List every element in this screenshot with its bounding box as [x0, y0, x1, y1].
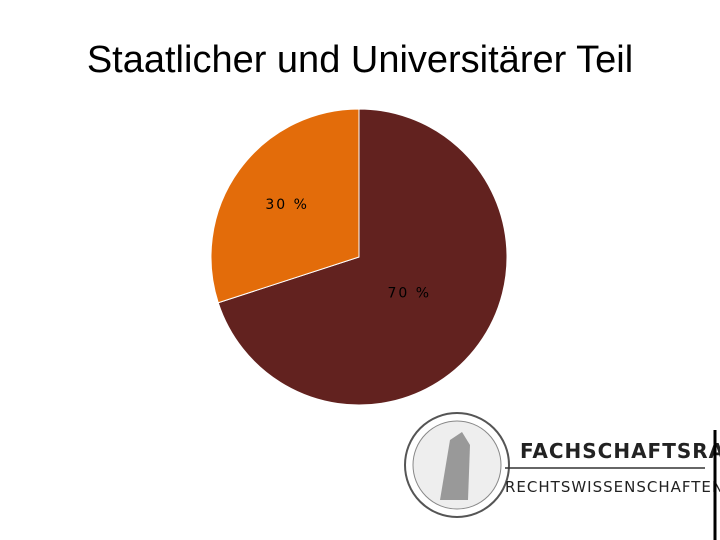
pie-slice	[217, 108, 508, 406]
value-label: 30 %	[265, 197, 309, 213]
logo-subtitle: RECHTSWISSENSCHAFTEN	[505, 478, 720, 496]
logo-title: FACHSCHAFTSRAT	[520, 439, 720, 463]
logo-figure	[440, 432, 470, 500]
value-label: 70 %	[387, 286, 431, 302]
logo: FACHSCHAFTSRAT RECHTSWISSENSCHAFTEN	[404, 412, 720, 540]
pie-slice	[210, 108, 360, 304]
chart-title: Staatlicher und Universitärer Teil	[87, 39, 633, 81]
logo-emblem	[404, 412, 510, 518]
